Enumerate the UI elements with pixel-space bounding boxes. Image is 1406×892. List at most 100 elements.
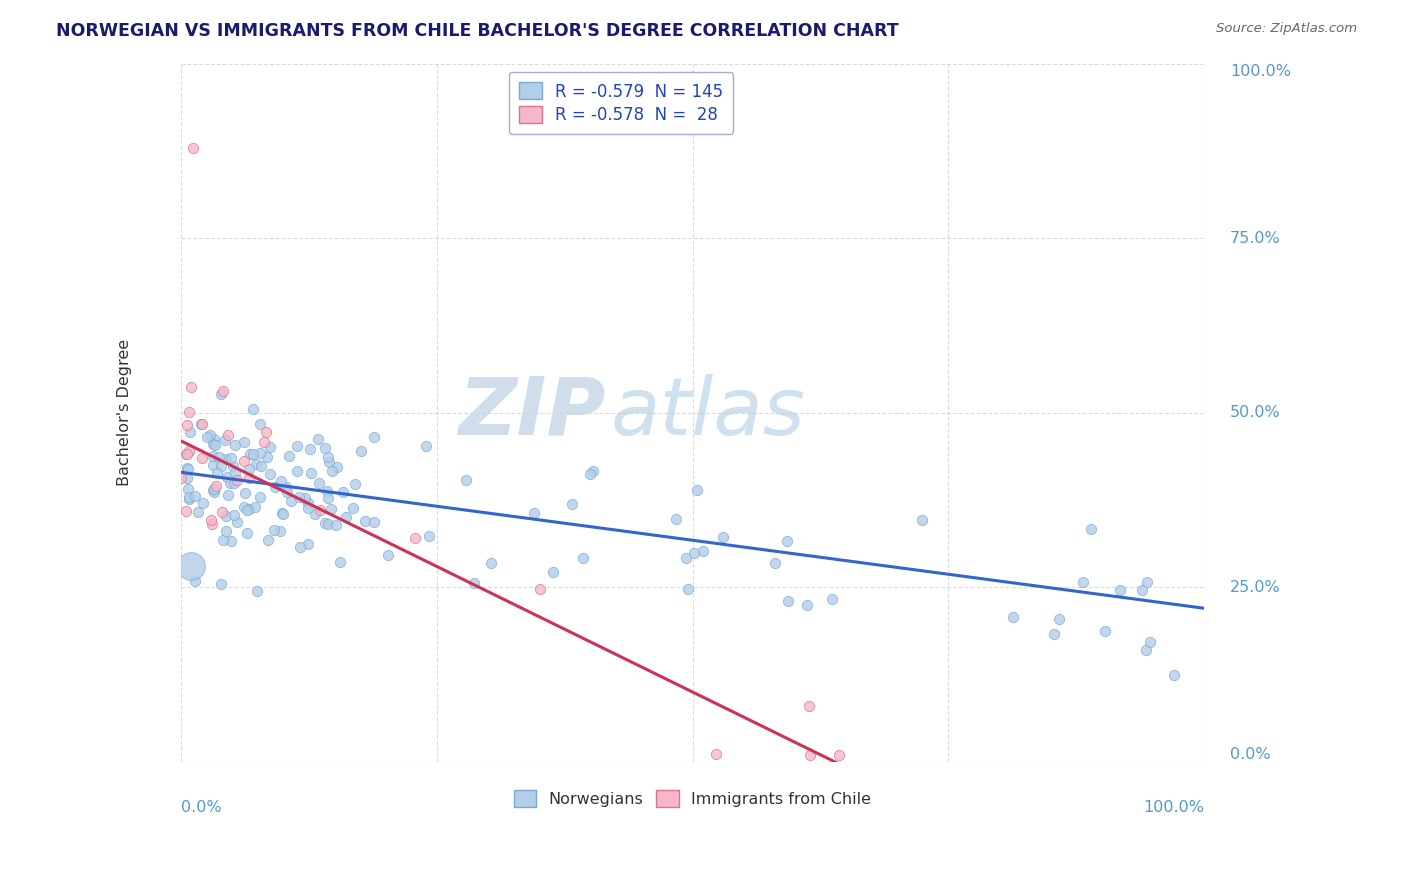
Point xyxy=(202,458,225,473)
Point xyxy=(174,447,197,461)
Point xyxy=(191,417,214,431)
Point xyxy=(343,476,366,491)
Point xyxy=(202,437,225,451)
Point xyxy=(215,509,238,524)
Point xyxy=(232,500,254,514)
Point xyxy=(796,598,818,612)
Point xyxy=(256,533,278,548)
Point xyxy=(704,747,727,761)
Point xyxy=(259,440,281,454)
Text: 100.0%: 100.0% xyxy=(1230,64,1291,79)
Point xyxy=(276,484,298,499)
Point xyxy=(204,432,226,446)
Point xyxy=(276,480,298,494)
Point xyxy=(197,429,219,443)
Point xyxy=(200,513,222,527)
Point xyxy=(263,523,285,537)
Point xyxy=(1071,574,1094,589)
Point xyxy=(1139,635,1161,649)
Point xyxy=(201,450,224,464)
Point xyxy=(238,502,260,516)
Point xyxy=(232,454,254,468)
Point xyxy=(249,417,271,431)
Point xyxy=(269,524,291,538)
Point xyxy=(529,582,551,596)
Point xyxy=(479,557,502,571)
Point xyxy=(177,405,200,419)
Point xyxy=(176,447,198,461)
Text: 0.0%: 0.0% xyxy=(181,800,222,815)
Point xyxy=(212,384,235,399)
Point xyxy=(578,467,600,482)
Point xyxy=(219,533,242,548)
Point xyxy=(179,425,201,439)
Text: 100.0%: 100.0% xyxy=(1143,800,1205,815)
Point xyxy=(191,451,214,466)
Point xyxy=(316,450,339,464)
Point xyxy=(177,491,200,506)
Point xyxy=(215,524,238,539)
Point xyxy=(184,574,207,589)
Point xyxy=(288,490,311,504)
Point xyxy=(675,551,697,566)
Point xyxy=(318,491,340,505)
Point xyxy=(200,516,222,531)
Point xyxy=(222,476,245,491)
Point xyxy=(204,438,226,452)
Point xyxy=(238,462,260,476)
Point xyxy=(314,516,336,531)
Point xyxy=(335,510,357,524)
Point xyxy=(217,488,239,502)
Point xyxy=(763,556,786,570)
Point xyxy=(242,447,264,461)
Point xyxy=(176,482,198,496)
Point xyxy=(204,479,226,493)
Point xyxy=(280,494,302,508)
Point xyxy=(233,485,256,500)
Point xyxy=(463,576,485,591)
Text: NORWEGIAN VS IMMIGRANTS FROM CHILE BACHELOR'S DEGREE CORRELATION CHART: NORWEGIAN VS IMMIGRANTS FROM CHILE BACHE… xyxy=(56,22,898,40)
Point xyxy=(325,518,347,533)
Point xyxy=(174,504,197,518)
Point xyxy=(297,537,319,551)
Point xyxy=(308,476,330,491)
Text: atlas: atlas xyxy=(610,374,806,452)
Point xyxy=(778,594,800,608)
Point xyxy=(285,464,308,478)
Point xyxy=(318,455,340,469)
Point xyxy=(799,747,821,762)
Point xyxy=(711,531,734,545)
Point xyxy=(264,480,287,494)
Point xyxy=(236,526,259,541)
Point xyxy=(321,463,343,477)
Point xyxy=(209,458,232,473)
Point xyxy=(821,591,844,606)
Point xyxy=(285,439,308,453)
Point xyxy=(249,490,271,504)
Point xyxy=(205,467,228,481)
Point xyxy=(1043,626,1066,640)
Point xyxy=(242,401,264,416)
Point xyxy=(202,483,225,497)
Point xyxy=(170,471,193,485)
Point xyxy=(218,428,240,442)
Point xyxy=(236,502,259,516)
Point xyxy=(1135,643,1157,657)
Point xyxy=(259,467,281,482)
Point xyxy=(415,439,437,453)
Point xyxy=(314,441,336,455)
Point xyxy=(304,507,326,521)
Point xyxy=(363,515,385,529)
Point xyxy=(250,458,273,473)
Point xyxy=(321,501,343,516)
Point xyxy=(256,450,278,465)
Point xyxy=(191,496,214,510)
Point xyxy=(665,512,688,526)
Point xyxy=(290,540,312,554)
Point xyxy=(418,529,440,543)
Point xyxy=(215,452,238,467)
Point xyxy=(179,490,201,504)
Point xyxy=(350,443,373,458)
Point xyxy=(184,489,207,503)
Point xyxy=(217,470,239,484)
